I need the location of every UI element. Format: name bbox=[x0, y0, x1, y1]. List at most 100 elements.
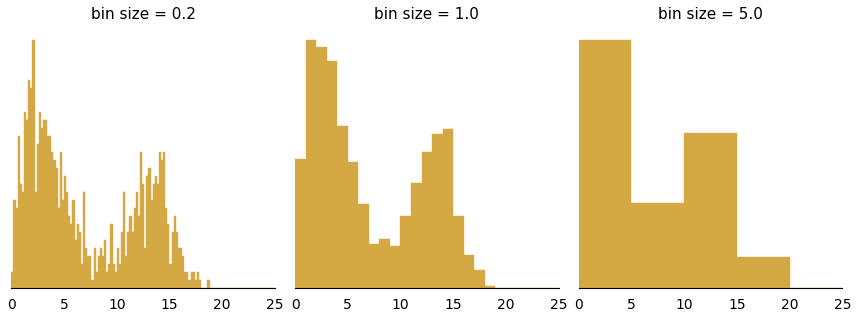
Bar bbox=[53, 160, 56, 288]
Bar bbox=[39, 112, 41, 288]
Bar bbox=[443, 129, 453, 288]
Bar bbox=[134, 208, 136, 288]
Bar bbox=[94, 248, 96, 288]
Bar bbox=[196, 272, 199, 288]
Bar bbox=[136, 192, 138, 288]
Bar bbox=[92, 280, 94, 288]
Bar bbox=[106, 272, 108, 288]
Bar bbox=[401, 216, 411, 288]
Bar bbox=[83, 192, 85, 288]
Bar bbox=[49, 136, 51, 288]
Bar bbox=[157, 184, 159, 288]
Bar bbox=[316, 47, 327, 288]
Bar bbox=[379, 239, 390, 288]
Bar bbox=[190, 272, 193, 288]
Bar bbox=[26, 120, 28, 288]
Bar bbox=[631, 203, 684, 288]
Bar bbox=[37, 144, 39, 288]
Bar bbox=[14, 200, 15, 288]
Bar bbox=[144, 248, 147, 288]
Bar bbox=[79, 232, 81, 288]
Bar bbox=[108, 264, 111, 288]
Bar bbox=[11, 272, 14, 288]
Bar bbox=[199, 280, 201, 288]
Bar bbox=[115, 272, 117, 288]
Bar bbox=[359, 204, 369, 288]
Bar bbox=[89, 256, 92, 288]
Bar bbox=[295, 159, 305, 288]
Bar bbox=[76, 224, 79, 288]
Bar bbox=[138, 216, 140, 288]
Title: bin size = 0.2: bin size = 0.2 bbox=[91, 7, 196, 22]
Bar bbox=[178, 248, 180, 288]
Bar bbox=[96, 272, 98, 288]
Bar bbox=[66, 192, 69, 288]
Bar bbox=[369, 244, 379, 288]
Bar bbox=[347, 162, 359, 288]
Bar bbox=[173, 216, 176, 288]
Bar bbox=[20, 184, 21, 288]
Bar bbox=[117, 248, 119, 288]
Bar bbox=[28, 80, 30, 288]
Bar bbox=[390, 246, 401, 288]
Bar bbox=[123, 192, 125, 288]
Bar bbox=[100, 248, 102, 288]
Bar bbox=[208, 280, 209, 288]
Bar bbox=[453, 216, 463, 288]
Bar bbox=[102, 256, 104, 288]
Bar bbox=[131, 232, 134, 288]
Bar bbox=[81, 264, 83, 288]
Bar bbox=[41, 128, 43, 288]
Bar bbox=[64, 176, 66, 288]
Bar bbox=[69, 216, 70, 288]
Bar bbox=[184, 272, 186, 288]
Bar bbox=[172, 232, 173, 288]
Bar bbox=[150, 200, 153, 288]
Bar bbox=[60, 152, 62, 288]
Bar bbox=[57, 208, 60, 288]
Bar bbox=[112, 264, 115, 288]
Bar bbox=[154, 176, 157, 288]
Title: bin size = 5.0: bin size = 5.0 bbox=[658, 7, 763, 22]
Bar bbox=[337, 127, 347, 288]
Bar bbox=[182, 256, 184, 288]
Bar bbox=[578, 40, 631, 288]
Bar bbox=[305, 40, 316, 288]
Bar bbox=[70, 224, 72, 288]
Bar bbox=[411, 183, 421, 288]
Bar bbox=[463, 256, 474, 288]
Bar bbox=[33, 40, 34, 288]
Bar bbox=[121, 232, 123, 288]
Bar bbox=[167, 224, 170, 288]
Bar bbox=[186, 272, 189, 288]
Bar bbox=[176, 232, 178, 288]
Bar bbox=[45, 120, 47, 288]
Bar bbox=[140, 152, 142, 288]
Bar bbox=[111, 224, 112, 288]
Bar bbox=[98, 256, 100, 288]
Bar bbox=[474, 270, 485, 288]
Bar bbox=[72, 200, 75, 288]
Bar bbox=[15, 208, 18, 288]
Bar bbox=[47, 136, 49, 288]
Bar bbox=[189, 280, 190, 288]
Bar bbox=[85, 248, 88, 288]
Bar bbox=[62, 200, 64, 288]
Bar bbox=[18, 136, 20, 288]
Bar bbox=[421, 152, 432, 288]
Bar bbox=[432, 134, 443, 288]
Bar bbox=[180, 248, 182, 288]
Bar bbox=[75, 240, 76, 288]
Bar bbox=[485, 286, 495, 288]
Bar bbox=[125, 256, 127, 288]
Bar bbox=[130, 216, 131, 288]
Bar bbox=[153, 184, 154, 288]
Title: bin size = 1.0: bin size = 1.0 bbox=[374, 7, 480, 22]
Bar bbox=[148, 168, 150, 288]
Bar bbox=[30, 88, 33, 288]
Bar bbox=[170, 264, 172, 288]
Bar bbox=[163, 152, 166, 288]
Bar bbox=[34, 192, 37, 288]
Bar bbox=[56, 168, 57, 288]
Bar bbox=[161, 160, 163, 288]
